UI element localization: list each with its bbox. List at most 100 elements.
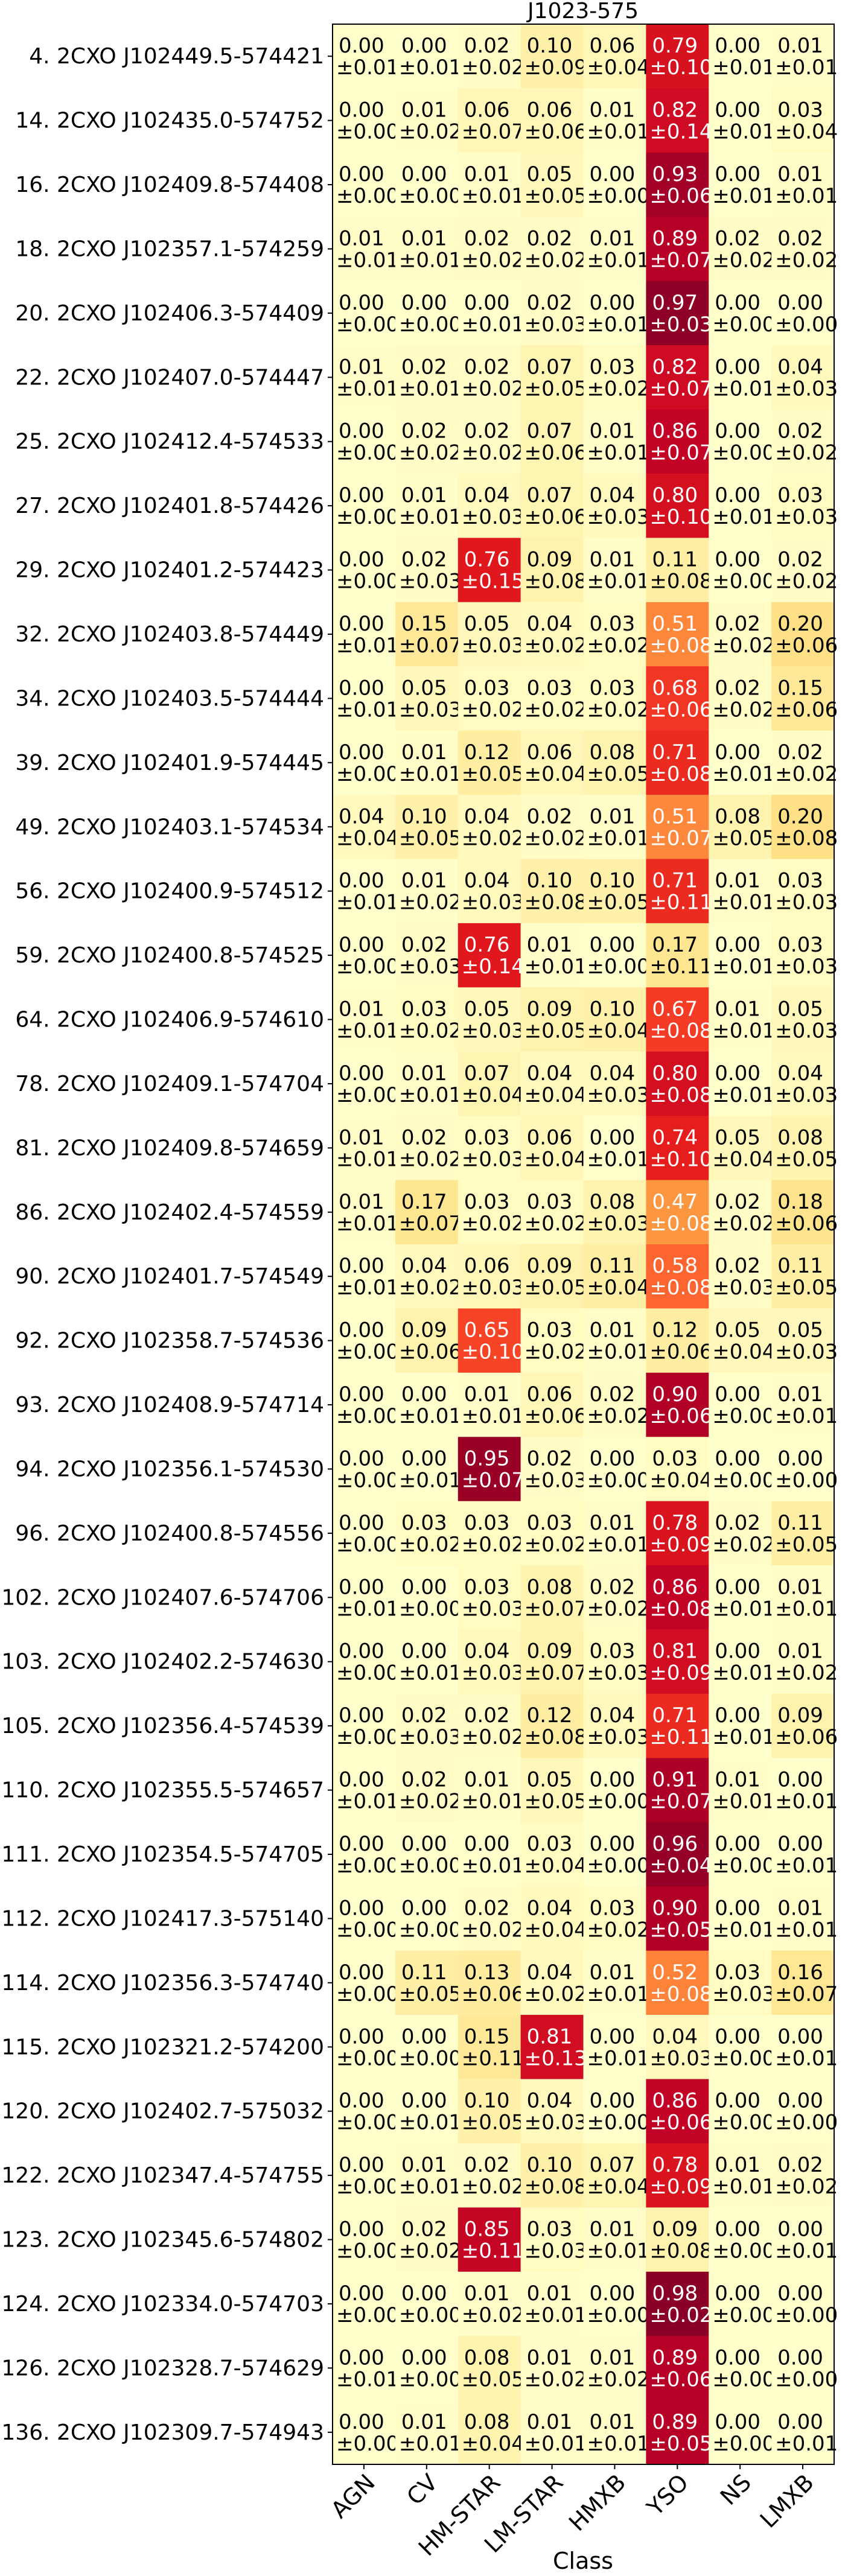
cell-value: 0.78 — [652, 1511, 698, 1535]
cell-value: 0.51 — [652, 804, 698, 828]
heatmap-cell — [771, 2400, 835, 2465]
cell-error: ±0.04 — [524, 1083, 587, 1107]
cell-value: 0.09 — [527, 1254, 573, 1278]
cell-error: ±0.06 — [462, 1982, 524, 2006]
cell-error: ±0.01 — [712, 1918, 775, 1942]
cell-value: 0.01 — [401, 1061, 447, 1086]
heatmap-cell — [709, 1822, 772, 1887]
heatmap-cell — [457, 281, 521, 346]
cell-error: ±0.05 — [462, 762, 524, 786]
cell-value: 0.01 — [590, 804, 636, 828]
cell-error: ±0.02 — [587, 1404, 650, 1428]
heatmap-cell — [583, 1051, 646, 1116]
heatmap-cell — [646, 473, 709, 538]
heatmap-cell — [771, 217, 835, 282]
heatmap-cell — [520, 602, 584, 667]
cell-value: 0.06 — [464, 98, 510, 122]
cell-value: 0.00 — [339, 98, 384, 122]
heatmap-cell — [333, 1180, 396, 1245]
cell-error: ±0.04 — [587, 56, 650, 80]
cell-error: ±0.07 — [775, 1982, 838, 2006]
cell-value: 0.00 — [339, 2024, 384, 2049]
cell-error: ±0.01 — [775, 1597, 838, 1621]
heatmap-cell — [395, 923, 459, 988]
cell-error: ±0.02 — [524, 1340, 587, 1364]
cell-value: 0.85 — [464, 2218, 510, 2242]
cell-error: ±0.04 — [462, 2432, 524, 2456]
cell-error: ±0.00 — [712, 1404, 775, 1428]
cell-value: 0.02 — [401, 2218, 447, 2242]
cell-error: ±0.02 — [462, 248, 524, 272]
heatmap-cell — [646, 345, 709, 410]
cell-value: 0.00 — [339, 1446, 384, 1471]
heatmap-cell — [709, 666, 772, 731]
cell-value: 0.79 — [652, 34, 698, 58]
cell-error: ±0.01 — [587, 1982, 650, 2006]
heatmap-cell — [333, 2271, 396, 2336]
cell-value: 0.01 — [590, 419, 636, 444]
heatmap-cell — [771, 538, 835, 603]
cell-value: 0.00 — [339, 419, 384, 444]
cell-error: ±0.02 — [399, 891, 462, 915]
cell-error: ±0.01 — [775, 2432, 838, 2456]
cell-value: 0.00 — [339, 1511, 384, 1535]
cell-error: ±0.07 — [649, 1790, 712, 1814]
cell-value: 0.03 — [401, 1511, 447, 1535]
heatmap-cell — [333, 2079, 396, 2144]
heatmap-cell — [457, 1437, 521, 1502]
cell-value: 0.07 — [527, 483, 573, 507]
heatmap-cell — [709, 1501, 772, 1566]
cell-value: 0.00 — [464, 291, 510, 315]
cell-value: 0.02 — [715, 226, 760, 250]
heatmap-cell — [395, 795, 459, 859]
cell-error: ±0.08 — [524, 1725, 587, 1749]
heatmap-cell — [583, 88, 646, 153]
cell-value: 0.00 — [590, 291, 636, 315]
cell-value: 0.03 — [464, 1190, 510, 1214]
heatmap-cell — [457, 2143, 521, 2208]
heatmap-cell — [583, 1565, 646, 1630]
heatmap-cell — [520, 2336, 584, 2401]
cell-error: ±0.02 — [587, 2367, 650, 2391]
heatmap-cell — [333, 217, 396, 282]
cell-value: 0.10 — [401, 804, 447, 828]
cell-error: ±0.03 — [399, 570, 462, 594]
cell-error: ±0.00 — [336, 2432, 399, 2456]
cell-error: ±0.00 — [399, 2046, 462, 2070]
cell-error: ±0.08 — [524, 891, 587, 915]
heatmap-cell — [771, 473, 835, 538]
heatmap-cell — [583, 1180, 646, 1245]
heatmap-cell — [583, 923, 646, 988]
cell-error: ±0.08 — [649, 762, 712, 786]
row-label: 105. 2CXO J102356.4-574539 — [1, 1714, 324, 1738]
cell-value: 0.02 — [527, 1446, 573, 1471]
cell-value: 0.01 — [339, 1190, 384, 1214]
cell-error: ±0.03 — [524, 313, 587, 337]
row-label: 49. 2CXO J102403.1-574534 — [15, 815, 324, 839]
heatmap-cell — [520, 409, 584, 474]
cell-error: ±0.10 — [649, 1147, 712, 1171]
heatmap-cell — [395, 2015, 459, 2079]
cell-error: ±0.02 — [399, 1276, 462, 1300]
cell-error: ±0.02 — [524, 1982, 587, 2006]
cell-error: ±0.00 — [336, 1918, 399, 1942]
cell-error: ±0.01 — [712, 184, 775, 208]
cell-value: 0.00 — [339, 291, 384, 315]
cell-value: 0.02 — [777, 740, 823, 765]
cell-error: ±0.01 — [399, 762, 462, 786]
cell-error: ±0.01 — [712, 1083, 775, 1107]
heatmap-cell — [709, 473, 772, 538]
heatmap-cell — [709, 2079, 772, 2144]
cell-error: ±0.01 — [399, 248, 462, 272]
heatmap-cell — [333, 859, 396, 924]
row-label: 103. 2CXO J102402.2-574630 — [1, 1650, 324, 1674]
cell-error: ±0.01 — [587, 570, 650, 594]
cell-value: 0.02 — [401, 355, 447, 379]
cell-error: ±0.00 — [336, 2046, 399, 2070]
cell-error: ±0.01 — [336, 377, 399, 401]
cell-value: 0.00 — [715, 1832, 760, 1856]
heatmap-cell — [457, 1180, 521, 1245]
cell-value: 0.04 — [527, 1961, 573, 1985]
cell-value: 0.15 — [464, 2024, 510, 2049]
heatmap-cell — [395, 538, 459, 603]
